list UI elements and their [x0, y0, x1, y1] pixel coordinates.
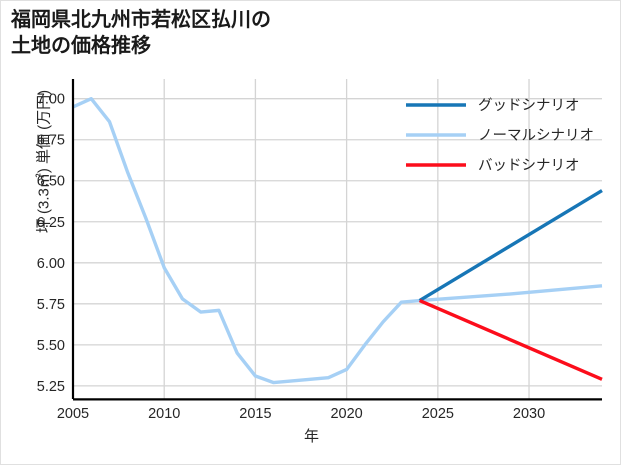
legend-label: グッドシナリオ [478, 97, 580, 114]
series-lines [72, 96, 603, 385]
grid-lines [72, 79, 602, 399]
chart-title: 福岡県北九州市若松区払川の 土地の価格推移 [11, 9, 271, 58]
x-tick-label: 2005 [57, 406, 89, 422]
x-tick-label: 2030 [513, 406, 545, 422]
x-tick-label: 2010 [148, 406, 180, 422]
x-axis-tick-labels: 2005 2010 2015 2020 2025 2030 [57, 406, 545, 422]
series-line [72, 96, 603, 385]
x-axis-title: 年 [303, 428, 319, 445]
series-line [418, 298, 603, 381]
y-tick-label: 6.50 [37, 174, 65, 190]
legend-label: バッドシナリオ [478, 158, 580, 174]
y-tick-label: 6.25 [37, 215, 65, 231]
y-tick-label: 5.25 [37, 379, 65, 395]
legend-label: ノーマルシナリオ [478, 128, 594, 144]
y-tick-label: 5.75 [37, 297, 65, 313]
y-tick-label: 5.50 [37, 338, 65, 354]
x-tick-label: 2020 [330, 406, 362, 422]
y-tick-label: 7.00 [37, 92, 65, 108]
axis-lines [71, 79, 602, 401]
x-tick-label: 2025 [422, 406, 454, 422]
y-axis-tick-labels: 5.25 5.50 5.75 6.00 6.25 6.50 6.75 7.00 [37, 92, 65, 395]
y-tick-label: 6.00 [37, 256, 65, 272]
x-tick-label: 2015 [239, 406, 271, 422]
series-line [418, 189, 603, 302]
y-tick-label: 6.75 [37, 133, 65, 149]
